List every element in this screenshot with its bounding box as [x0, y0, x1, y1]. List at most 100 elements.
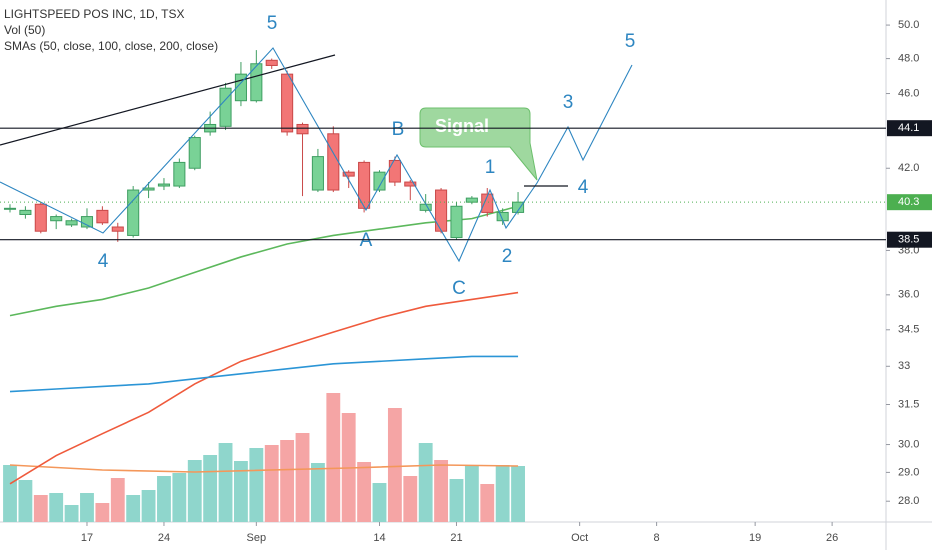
- candle-layer: [3, 50, 525, 242]
- volume-bar: [480, 484, 495, 522]
- volume-bar: [326, 393, 341, 522]
- candle-body: [127, 189, 140, 236]
- volume-bar: [80, 493, 94, 522]
- price-label-box: [887, 231, 932, 248]
- signal-label: Signal: [435, 116, 489, 136]
- chart-title: LIGHTSPEED POS INC, 1D, TSX: [4, 7, 185, 21]
- y-tick-label: 28.0: [898, 495, 919, 507]
- volume-bar: [64, 505, 79, 522]
- y-tick-label: 46.0: [898, 87, 919, 99]
- x-tick-label: Oct: [571, 532, 588, 544]
- volume-bar: [449, 479, 464, 522]
- volume-bar: [387, 408, 402, 522]
- volume-bar: [357, 462, 372, 522]
- wave-label: C: [452, 278, 466, 299]
- wave-label: 5: [267, 13, 278, 34]
- price-label-box: [887, 120, 932, 137]
- candle-body: [465, 197, 478, 203]
- volume-bar: [249, 448, 264, 522]
- volume-bar: [434, 460, 449, 522]
- price-label-box: [887, 194, 932, 211]
- volume-bar: [18, 480, 33, 522]
- y-tick-label: 38.0: [898, 244, 919, 256]
- candle-body: [311, 156, 324, 191]
- volume-bar: [264, 445, 279, 522]
- volume-bar: [295, 433, 310, 522]
- y-tick-label: 34.5: [898, 324, 919, 336]
- wave-label: 4: [98, 251, 109, 272]
- x-tick-label: 14: [373, 532, 385, 544]
- candle-body: [327, 133, 340, 191]
- candle-body: [281, 73, 294, 133]
- candle-body: [234, 73, 247, 102]
- x-tick-label: 17: [81, 532, 93, 544]
- wave-label: 2: [502, 246, 513, 267]
- x-tick-label: 8: [654, 532, 660, 544]
- candle-body: [250, 63, 263, 102]
- wave-line: [0, 47, 633, 263]
- volume-bar: [172, 473, 187, 522]
- candle-body: [157, 183, 171, 187]
- x-tick-label: 24: [158, 532, 170, 544]
- volume-bar: [95, 503, 110, 522]
- candle-body: [419, 203, 432, 211]
- wave-label: 1: [485, 157, 496, 178]
- volume-bar: [203, 455, 218, 522]
- candle-body: [96, 209, 109, 224]
- candle-body: [111, 226, 124, 232]
- volume-bar: [33, 495, 48, 522]
- x-tick-label: Sep: [247, 532, 267, 544]
- sma-layer: [9, 205, 519, 485]
- sma-line: [9, 291, 519, 485]
- candle-body: [358, 161, 371, 209]
- price-label: 40.3: [898, 196, 919, 208]
- volume-bar: [511, 466, 525, 522]
- volume-bar: [141, 490, 156, 522]
- volume-bar: [110, 478, 125, 522]
- y-tick-label: 48.0: [898, 52, 919, 64]
- wave-label: 5: [625, 31, 636, 52]
- candle-body: [173, 161, 186, 187]
- y-tick-label: 50.0: [898, 19, 919, 31]
- sma-line: [9, 205, 519, 317]
- signal-callout: [419, 107, 538, 181]
- candle-body: [404, 181, 417, 187]
- candle-body: [512, 201, 525, 213]
- sma-line: [9, 355, 519, 393]
- candle-body: [481, 193, 494, 213]
- candle-body: [65, 220, 78, 226]
- sma-legend: SMAs (50, close, 100, close, 200, close): [4, 39, 218, 53]
- drawings: [0, 47, 633, 263]
- volume-bar: [187, 460, 202, 522]
- candle-body: [3, 207, 17, 210]
- volume-legend: Vol (50): [4, 23, 45, 37]
- volume-bar: [310, 463, 325, 522]
- volume-bar: [234, 461, 248, 522]
- wave-label: 4: [578, 177, 589, 198]
- candle-body: [265, 59, 278, 66]
- x-tick-label: 26: [826, 532, 838, 544]
- axes: 50.0 48.0 46.0 42.0 38.0 36.0 34.5 33 31.5 30.0 29…: [0, 19, 932, 544]
- y-tick-label: 42.0: [898, 162, 919, 174]
- volume-ma-line: [9, 464, 519, 473]
- candle-body: [19, 209, 32, 215]
- price-label: 38.5: [898, 234, 919, 246]
- y-tick-label: 33: [898, 360, 910, 372]
- candle-body: [435, 189, 448, 232]
- volume-bar: [157, 476, 171, 522]
- candle-body: [342, 171, 355, 177]
- volume-bar: [126, 495, 141, 522]
- candle-body: [219, 87, 232, 127]
- volume-bar: [464, 466, 479, 522]
- candle-body: [373, 171, 386, 191]
- volume-layer: [3, 393, 525, 522]
- volume-bar: [418, 443, 433, 522]
- candle-body: [388, 159, 401, 183]
- candle-body: [50, 216, 63, 222]
- volume-bar: [280, 440, 295, 522]
- volume-bar: [403, 476, 418, 522]
- volume-bar: [49, 493, 64, 522]
- candle-body: [450, 205, 463, 239]
